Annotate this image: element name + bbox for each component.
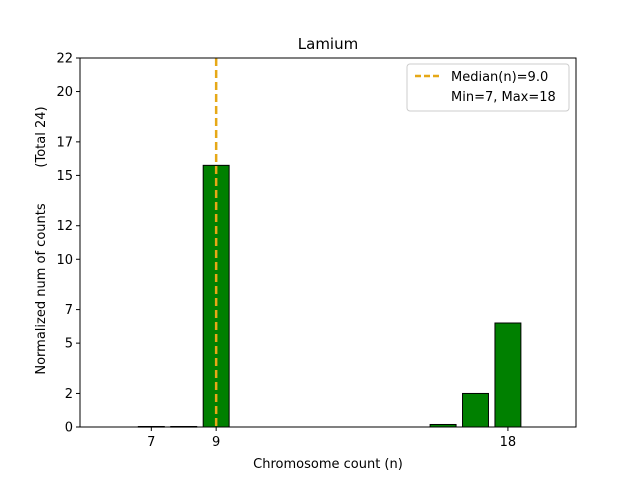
- plot-area-frame: [79, 57, 577, 428]
- legend-entry-median: Median(n)=9.0: [451, 70, 548, 85]
- y-tick-label-0: 0: [65, 421, 73, 436]
- y-tick-label-7: 7: [65, 303, 73, 318]
- legend: Median(n)=9.0 Min=7, Max=18: [406, 63, 570, 112]
- x-tick-label-7: 7: [147, 435, 155, 450]
- y-tick-label-15: 15: [56, 169, 73, 184]
- chart-title: Lamium: [298, 35, 358, 53]
- y-tick-label-17: 17: [56, 135, 73, 150]
- bars-group: [137, 164, 522, 428]
- x-axis-label: Chromosome count (n): [253, 457, 403, 472]
- y-axis-label: Normalized num of counts: [34, 203, 49, 374]
- y-tick-label-22: 22: [56, 52, 73, 67]
- legend-entry-min-max: Min=7, Max=18: [451, 90, 556, 105]
- bar-17: [462, 392, 489, 428]
- y-axis-ticks: 0 2 5 7 10 12 15 17 20 22: [56, 52, 80, 436]
- y-tick-label-5: 5: [65, 337, 73, 352]
- legend-box: [406, 63, 570, 112]
- x-tick-label-18: 18: [500, 435, 517, 450]
- y-tick-label-2: 2: [65, 387, 73, 402]
- x-tick-label-9: 9: [212, 435, 220, 450]
- y-tick-label-12: 12: [56, 219, 73, 234]
- y-tick-label-10: 10: [56, 253, 73, 268]
- y-tick-label-20: 20: [56, 85, 73, 100]
- bar-18: [494, 322, 522, 428]
- y-axis-total-label: (Total 24): [34, 106, 49, 167]
- x-axis-ticks: 7 9 18: [147, 427, 516, 450]
